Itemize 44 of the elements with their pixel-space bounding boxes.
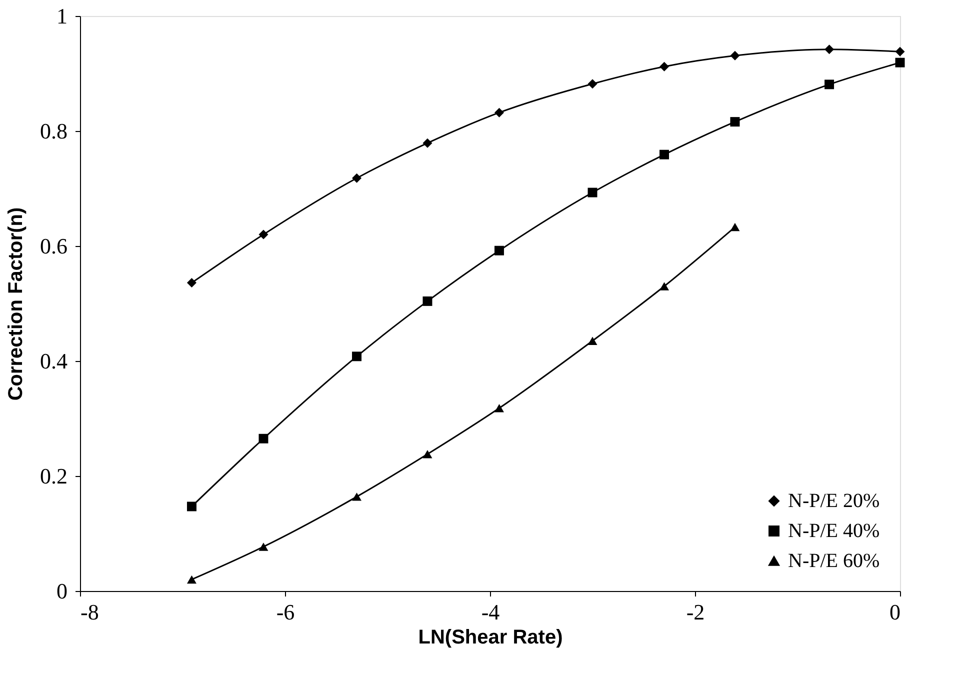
point bbox=[730, 222, 740, 232]
point bbox=[422, 296, 432, 306]
y-tick-label: 0 bbox=[56, 578, 68, 604]
point bbox=[895, 58, 905, 68]
x-tick-label: -8 bbox=[80, 600, 99, 624]
point bbox=[730, 117, 740, 127]
x-tick-label: -4 bbox=[481, 600, 500, 624]
point bbox=[895, 46, 905, 56]
point bbox=[588, 336, 598, 345]
point bbox=[660, 282, 669, 290]
point bbox=[422, 450, 432, 458]
point bbox=[588, 79, 598, 89]
point bbox=[186, 502, 196, 512]
point bbox=[824, 44, 834, 54]
point bbox=[186, 575, 196, 584]
y-tick-label: 0.2 bbox=[40, 464, 68, 488]
point bbox=[494, 246, 504, 256]
y-tick-label: 0.6 bbox=[40, 234, 68, 258]
legend-label: N-P/E 20% bbox=[788, 490, 880, 512]
y-axis-title: Correction Factor(n) bbox=[5, 207, 27, 401]
y-tick-label: 1 bbox=[56, 4, 68, 28]
point bbox=[494, 108, 504, 118]
x-tick-label: -6 bbox=[276, 600, 295, 624]
point bbox=[824, 80, 834, 90]
x-tick-label: -2 bbox=[686, 600, 705, 624]
point bbox=[186, 278, 196, 288]
point bbox=[422, 138, 432, 148]
x-tick-label: 0 bbox=[890, 600, 900, 624]
point bbox=[352, 173, 362, 183]
legend-label: N-P/E 40% bbox=[788, 520, 880, 542]
point bbox=[258, 434, 268, 444]
point bbox=[258, 542, 268, 551]
point bbox=[660, 62, 669, 72]
point bbox=[258, 230, 268, 240]
legend-label: N-P/E 60% bbox=[788, 550, 880, 572]
point bbox=[660, 150, 669, 160]
y-tick-label: 0.8 bbox=[40, 118, 68, 144]
point bbox=[494, 404, 504, 412]
point bbox=[352, 492, 362, 501]
point bbox=[352, 352, 362, 362]
point bbox=[588, 188, 598, 198]
point bbox=[730, 50, 740, 60]
x-axis-title: LN(Shear Rate) bbox=[418, 626, 563, 648]
y-tick-label: 0.4 bbox=[40, 348, 68, 374]
